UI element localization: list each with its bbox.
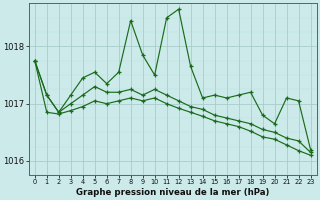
X-axis label: Graphe pression niveau de la mer (hPa): Graphe pression niveau de la mer (hPa) [76, 188, 269, 197]
